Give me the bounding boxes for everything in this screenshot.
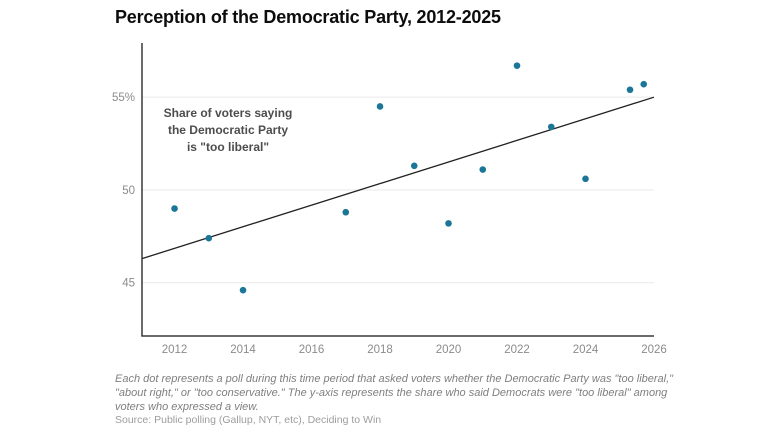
x-tick-label: 2018	[367, 344, 393, 356]
trend-line	[141, 96, 655, 260]
x-tick-label: 2020	[436, 344, 462, 356]
x-tick-label: 2014	[230, 344, 256, 356]
x-tick-label: 2024	[573, 344, 599, 356]
scatter-point	[376, 103, 384, 110]
x-tick-label: 2026	[641, 344, 667, 356]
x-tick-label: 2016	[299, 344, 325, 356]
scatter-point	[239, 286, 247, 294]
chart-title: Perception of the Democratic Party, 2012…	[115, 7, 501, 27]
scatter-point	[205, 234, 213, 242]
scatter-point	[582, 175, 589, 183]
scatter-point	[410, 162, 418, 170]
y-tick-label: 55%	[112, 92, 135, 104]
chart-source: Source: Public polling (Gallup, NYT, etc…	[115, 414, 382, 426]
scatter-point	[171, 205, 178, 212]
scatter-point	[342, 208, 350, 216]
scatter-point	[479, 166, 487, 173]
scatter-point	[626, 86, 634, 94]
scatter-point	[513, 62, 521, 69]
x-tick-label: 2012	[162, 344, 188, 356]
scatter-chart: 45 50 55% 2012 2014 2016 2018 2020 2022 2024 2026	[112, 43, 667, 356]
scatter-point	[445, 220, 452, 227]
scatter-point	[547, 123, 555, 131]
scatter-point	[640, 80, 648, 88]
chart-annotation: Share of voters saying the Democratic Pa…	[163, 106, 293, 155]
x-tick-label: 2022	[504, 344, 530, 356]
y-tick-label: 50	[122, 185, 135, 197]
y-tick-label: 45	[122, 278, 135, 290]
chart-footnote: Each dot represents a poll during this t…	[115, 373, 674, 414]
